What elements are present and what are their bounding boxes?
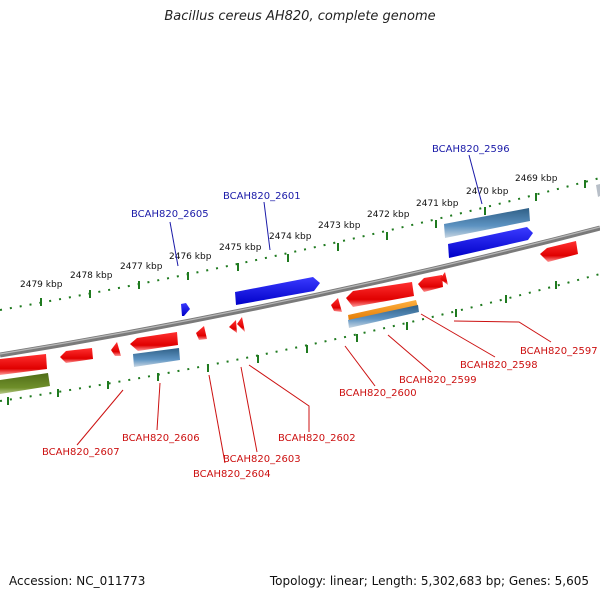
gene-feature-2605[interactable]	[181, 303, 190, 316]
gene-labels-top: BCAH820_2605 BCAH820_2601 BCAH820_2596	[131, 144, 510, 220]
scale-label: 2477 kbp	[120, 262, 163, 272]
scale-labels: 2479 kbp 2478 kbp 2477 kbp 2476 kbp 2475…	[20, 174, 558, 290]
gene-label[interactable]: BCAH820_2598	[460, 360, 538, 371]
gene-feature-2596-rna[interactable]	[444, 208, 530, 238]
gene-feature-2598[interactable]	[418, 275, 443, 292]
scale-label: 2472 kbp	[367, 210, 410, 220]
gene-feature-small-red[interactable]	[111, 342, 121, 356]
accession-text: Accession: NC_011773	[9, 574, 146, 588]
scale-label: 2469 kbp	[515, 174, 558, 184]
genome-title: Bacillus cereus AH820, complete genome	[164, 9, 436, 24]
gene-feature-2607[interactable]	[60, 348, 93, 363]
scale-label: 2475 kbp	[219, 243, 262, 253]
scale-label: 2478 kbp	[70, 271, 113, 281]
gene-label[interactable]: BCAH820_2604	[193, 469, 271, 480]
gene-feature-2596-cds[interactable]	[448, 227, 533, 258]
scale-label: 2479 kbp	[20, 280, 63, 290]
gene-feature-2597[interactable]	[540, 241, 578, 262]
gene-feature-2602[interactable]	[237, 317, 245, 332]
scale-label: 2474 kbp	[269, 232, 312, 242]
gene-label[interactable]: BCAH820_2606	[122, 433, 200, 444]
gene-feature-small-red-2[interactable]	[331, 298, 342, 312]
gene-feature-2606-cds[interactable]	[130, 332, 178, 351]
scale-label: 2476 kbp	[169, 252, 212, 262]
gene-label[interactable]: BCAH820_2602	[278, 433, 356, 444]
gene-label[interactable]: BCAH820_2597	[520, 346, 598, 357]
forward-features	[181, 184, 600, 316]
gene-label[interactable]: BCAH820_2596	[432, 144, 510, 155]
gene-feature-right-edge[interactable]	[596, 184, 600, 197]
gene-labels-bottom: BCAH820_2607 BCAH820_2606 BCAH820_2604 B…	[42, 346, 598, 480]
gene-feature-2606-rna[interactable]	[133, 348, 180, 367]
upper-scale-ruler	[0, 177, 600, 311]
scale-label: 2471 kbp	[416, 199, 459, 209]
gene-feature-left-red[interactable]	[0, 354, 47, 375]
lower-scale-ruler	[0, 273, 600, 405]
gene-label[interactable]: BCAH820_2601	[223, 191, 301, 202]
gene-label[interactable]: BCAH820_2599	[399, 375, 477, 386]
scale-label: 2470 kbp	[466, 187, 509, 197]
gene-feature-2601[interactable]	[235, 277, 320, 305]
genome-backbone	[0, 225, 600, 358]
gene-feature-2604[interactable]	[196, 326, 207, 340]
gene-label[interactable]: BCAH820_2607	[42, 447, 120, 458]
gene-label[interactable]: BCAH820_2600	[339, 388, 417, 399]
lower-scale-major-ticks	[7, 281, 557, 405]
gene-feature-olive[interactable]	[0, 373, 50, 394]
gene-label[interactable]: BCAH820_2603	[223, 454, 301, 465]
gene-feature-2598b[interactable]	[440, 272, 448, 285]
upper-scale-major-ticks	[40, 180, 586, 306]
reverse-features	[0, 241, 578, 394]
gene-feature-2600[interactable]	[346, 282, 414, 307]
scale-label: 2473 kbp	[318, 221, 361, 231]
gene-label[interactable]: BCAH820_2605	[131, 209, 209, 220]
topology-text: Topology: linear; Length: 5,302,683 bp; …	[269, 574, 589, 588]
label-leader-lines	[76, 154, 552, 464]
gene-feature-2603[interactable]	[229, 320, 237, 333]
gene-feature-2599-rna[interactable]	[348, 305, 419, 328]
